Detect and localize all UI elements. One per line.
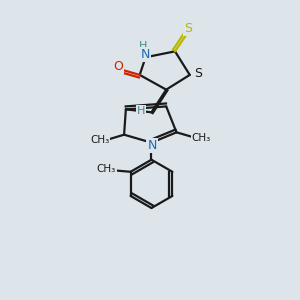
Text: H: H bbox=[139, 41, 147, 51]
Text: CH₃: CH₃ bbox=[192, 133, 211, 142]
Text: S: S bbox=[184, 22, 192, 35]
Text: CH₃: CH₃ bbox=[97, 164, 116, 174]
Text: O: O bbox=[113, 61, 123, 74]
Text: N: N bbox=[141, 48, 150, 61]
Text: S: S bbox=[194, 67, 202, 80]
Text: N: N bbox=[147, 139, 157, 152]
Text: CH₃: CH₃ bbox=[90, 135, 110, 145]
Text: H: H bbox=[137, 106, 146, 116]
